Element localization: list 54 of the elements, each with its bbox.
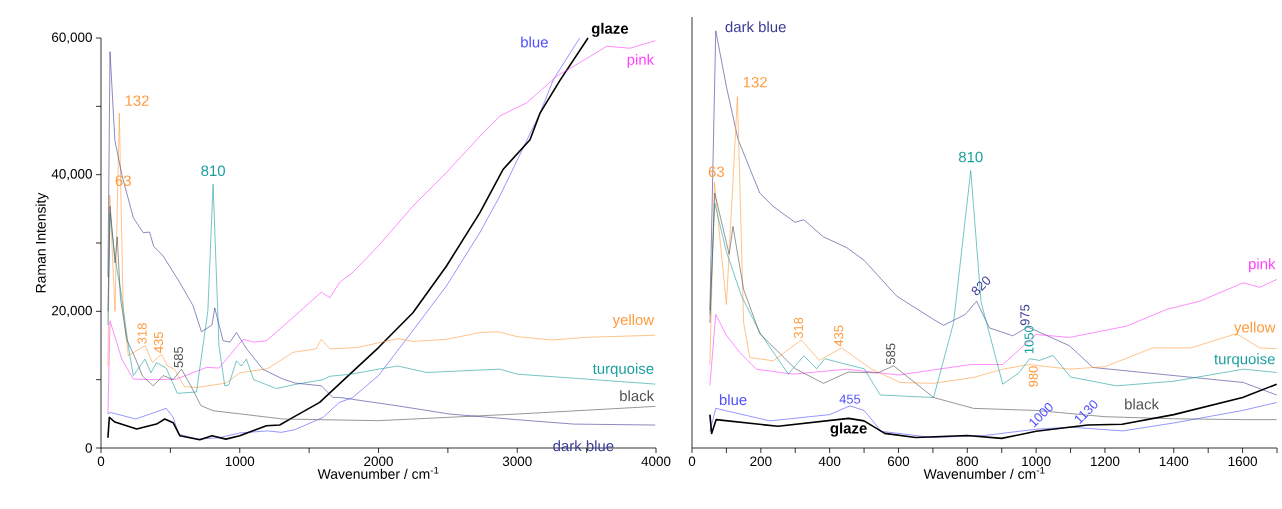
annotation: 585 (886, 343, 896, 365)
series-label: turquoise (1214, 353, 1275, 368)
annotation: 318 (137, 323, 147, 344)
series-label: pink (1249, 258, 1276, 273)
annotation: 1050 (1024, 325, 1034, 354)
x-tick-label: 0 (688, 456, 696, 467)
line-series (107, 112, 656, 388)
annotation: 820 (971, 276, 991, 296)
annotation: 435 (153, 332, 164, 353)
x-axis-title: Wavenumber / cm$^{-1}$ (923, 466, 1045, 479)
series-label: dark blue (725, 21, 786, 33)
y-tick-label: 0 (85, 443, 92, 453)
annotation: 810 (201, 165, 225, 177)
x-tick-label: 3000 (502, 456, 532, 467)
annotation: 975 (1020, 304, 1030, 326)
x-axis-title: Wavenumber / cm$^{-1}$ (317, 466, 439, 479)
series-label: glaze (830, 422, 867, 437)
annotation: 132 (125, 95, 149, 106)
x-tick-label: 1000 (225, 456, 255, 467)
annotation: 132 (743, 76, 767, 88)
y-tick-label: 40,000 (51, 169, 92, 181)
y-tick-label: 60,000 (52, 32, 92, 44)
series-label: blue (521, 36, 548, 48)
annotation: 585 (173, 346, 184, 368)
y-tick-label: 20,000 (52, 305, 92, 317)
annotation: 810 (958, 151, 983, 163)
series-label: dark blue (553, 440, 614, 452)
annotation: 318 (793, 317, 804, 339)
annotation: 455 (839, 394, 861, 404)
annotation: 980 (1028, 366, 1038, 387)
series-label: pink (627, 53, 655, 68)
series-label: blue (719, 394, 747, 406)
x-tick-label: 2000 (364, 456, 393, 467)
x-tick-label: 200 (750, 456, 772, 467)
x-tick-label: 0 (97, 456, 105, 467)
x-tick-label: 1200 (1091, 456, 1120, 467)
annotation: 435 (834, 325, 844, 347)
line-series (107, 205, 656, 421)
annotation: 63 (115, 175, 131, 186)
x-tick-label: 4000 (641, 456, 671, 467)
series-label: yellow (612, 314, 655, 329)
series-label: turquoise (592, 362, 654, 377)
annotation: 63 (708, 166, 725, 178)
x-tick-label: 1400 (1159, 456, 1189, 467)
series-label: black (620, 390, 655, 402)
x-tick-label: 600 (887, 456, 910, 467)
series-label: yellow (1233, 321, 1276, 336)
x-tick-label: 400 (818, 456, 841, 467)
y-axis-title: Raman Intensity (35, 192, 49, 293)
x-tick-label: 800 (956, 456, 978, 467)
series-label: black (1125, 398, 1160, 410)
x-tick-label: 1000 (1022, 456, 1051, 467)
series-label: glaze (591, 22, 629, 37)
x-tick-label: 1600 (1228, 456, 1258, 467)
